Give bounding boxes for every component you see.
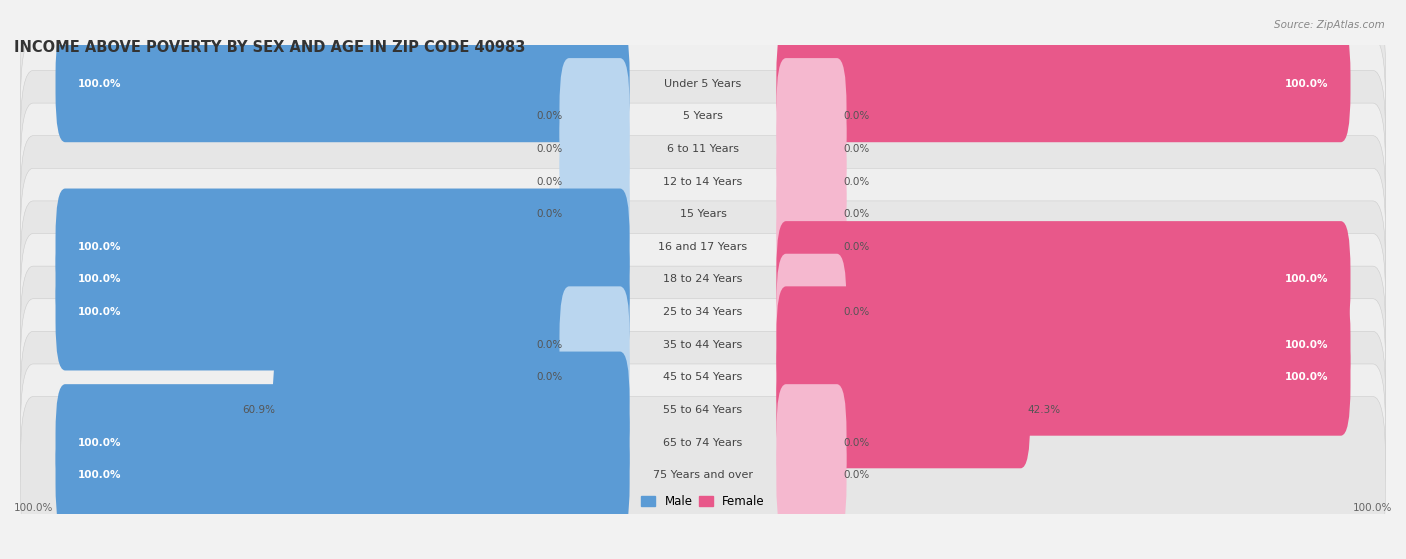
FancyBboxPatch shape [21,103,1385,260]
FancyBboxPatch shape [776,319,1351,435]
Text: 100.0%: 100.0% [14,503,53,513]
Text: Source: ZipAtlas.com: Source: ZipAtlas.com [1274,20,1385,30]
FancyBboxPatch shape [776,124,846,240]
Text: 60.9%: 60.9% [243,405,276,415]
Text: 100.0%: 100.0% [1285,340,1329,350]
Text: 100.0%: 100.0% [77,79,121,89]
FancyBboxPatch shape [21,396,1385,554]
FancyBboxPatch shape [776,156,846,273]
Text: 0.0%: 0.0% [844,111,869,121]
Text: 100.0%: 100.0% [1353,503,1392,513]
Text: 0.0%: 0.0% [844,177,869,187]
Text: 100.0%: 100.0% [1285,372,1329,382]
Text: 6 to 11 Years: 6 to 11 Years [666,144,740,154]
FancyBboxPatch shape [560,156,630,273]
FancyBboxPatch shape [21,364,1385,521]
Text: 0.0%: 0.0% [537,372,562,382]
Text: 0.0%: 0.0% [844,242,869,252]
FancyBboxPatch shape [776,384,846,501]
FancyBboxPatch shape [776,352,1031,468]
FancyBboxPatch shape [21,168,1385,325]
FancyBboxPatch shape [776,58,846,175]
Text: 100.0%: 100.0% [1285,79,1329,89]
Text: 42.3%: 42.3% [1026,405,1060,415]
FancyBboxPatch shape [55,188,630,305]
Text: 12 to 14 Years: 12 to 14 Years [664,177,742,187]
FancyBboxPatch shape [55,254,630,371]
Text: 100.0%: 100.0% [77,438,121,448]
FancyBboxPatch shape [776,417,846,533]
FancyBboxPatch shape [21,299,1385,456]
FancyBboxPatch shape [273,352,630,468]
Text: 0.0%: 0.0% [844,307,869,317]
FancyBboxPatch shape [776,221,1351,338]
Text: INCOME ABOVE POVERTY BY SEX AND AGE IN ZIP CODE 40983: INCOME ABOVE POVERTY BY SEX AND AGE IN Z… [14,40,526,55]
Text: 15 Years: 15 Years [679,209,727,219]
Text: 16 and 17 Years: 16 and 17 Years [658,242,748,252]
Text: 100.0%: 100.0% [77,470,121,480]
Legend: Male, Female: Male, Female [637,491,769,513]
Text: 0.0%: 0.0% [844,144,869,154]
FancyBboxPatch shape [776,91,846,207]
FancyBboxPatch shape [776,254,846,371]
Text: 100.0%: 100.0% [77,274,121,285]
Text: 25 to 34 Years: 25 to 34 Years [664,307,742,317]
FancyBboxPatch shape [560,91,630,207]
Text: 0.0%: 0.0% [537,144,562,154]
Text: 100.0%: 100.0% [77,307,121,317]
Text: 0.0%: 0.0% [537,177,562,187]
Text: 55 to 64 Years: 55 to 64 Years [664,405,742,415]
Text: 0.0%: 0.0% [844,209,869,219]
FancyBboxPatch shape [21,136,1385,293]
FancyBboxPatch shape [21,331,1385,489]
FancyBboxPatch shape [21,201,1385,358]
FancyBboxPatch shape [560,319,630,435]
FancyBboxPatch shape [55,221,630,338]
FancyBboxPatch shape [776,286,1351,403]
Text: 18 to 24 Years: 18 to 24 Years [664,274,742,285]
Text: 100.0%: 100.0% [1285,274,1329,285]
FancyBboxPatch shape [55,384,630,501]
Text: 0.0%: 0.0% [844,470,869,480]
FancyBboxPatch shape [21,38,1385,195]
Text: 75 Years and over: 75 Years and over [652,470,754,480]
FancyBboxPatch shape [55,417,630,533]
Text: 0.0%: 0.0% [844,438,869,448]
Text: 0.0%: 0.0% [537,111,562,121]
Text: 0.0%: 0.0% [537,340,562,350]
Text: 45 to 54 Years: 45 to 54 Years [664,372,742,382]
FancyBboxPatch shape [560,124,630,240]
FancyBboxPatch shape [560,286,630,403]
Text: 100.0%: 100.0% [77,242,121,252]
FancyBboxPatch shape [21,70,1385,228]
FancyBboxPatch shape [21,266,1385,423]
FancyBboxPatch shape [55,26,630,142]
Text: Under 5 Years: Under 5 Years [665,79,741,89]
Text: 35 to 44 Years: 35 to 44 Years [664,340,742,350]
Text: 65 to 74 Years: 65 to 74 Years [664,438,742,448]
FancyBboxPatch shape [560,58,630,175]
FancyBboxPatch shape [776,26,1351,142]
FancyBboxPatch shape [21,234,1385,391]
Text: 5 Years: 5 Years [683,111,723,121]
Text: 0.0%: 0.0% [537,209,562,219]
FancyBboxPatch shape [21,5,1385,163]
FancyBboxPatch shape [776,188,846,305]
